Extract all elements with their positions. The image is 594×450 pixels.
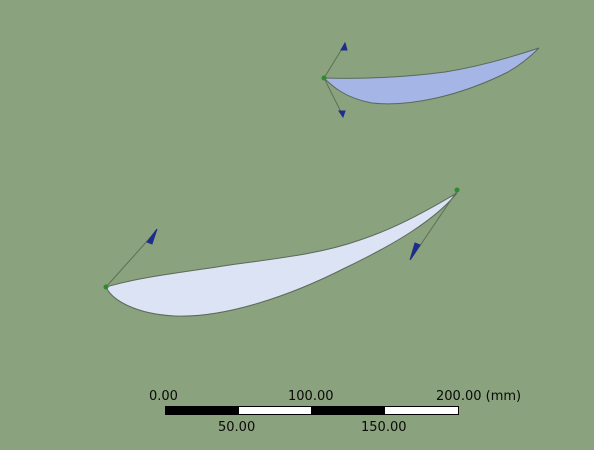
scale-label-0: 0.00 (149, 389, 178, 404)
upper-vector-arrow-bottom[interactable] (338, 110, 346, 119)
lower-trailing-point[interactable] (454, 187, 460, 193)
scale-label-150: 150.00 (361, 420, 407, 435)
upper-leading-point[interactable] (321, 75, 327, 81)
scale-segment-1 (165, 406, 239, 415)
scale-segment-3 (311, 406, 385, 415)
upper-trailing-guide (323, 77, 344, 117)
lower-airfoil-shape[interactable] (105, 192, 458, 317)
lower-airfoil-profile[interactable] (103, 187, 460, 317)
scale-segment-2 (238, 406, 312, 415)
lower-vector-arrow-leading[interactable] (146, 228, 158, 245)
scale-segment-4 (384, 406, 459, 415)
upper-airfoil-shape[interactable] (322, 47, 540, 105)
upper-vector-arrow-top[interactable] (340, 41, 348, 51)
upper-airfoil-profile[interactable] (321, 41, 540, 119)
lower-vector-arrow-trailing[interactable] (409, 242, 421, 261)
scale-label-50: 50.00 (218, 420, 256, 435)
scale-label-200-mm: 200.00 (mm) (436, 389, 522, 404)
lower-leading-point[interactable] (103, 284, 109, 290)
scale-label-100: 100.00 (288, 389, 334, 404)
